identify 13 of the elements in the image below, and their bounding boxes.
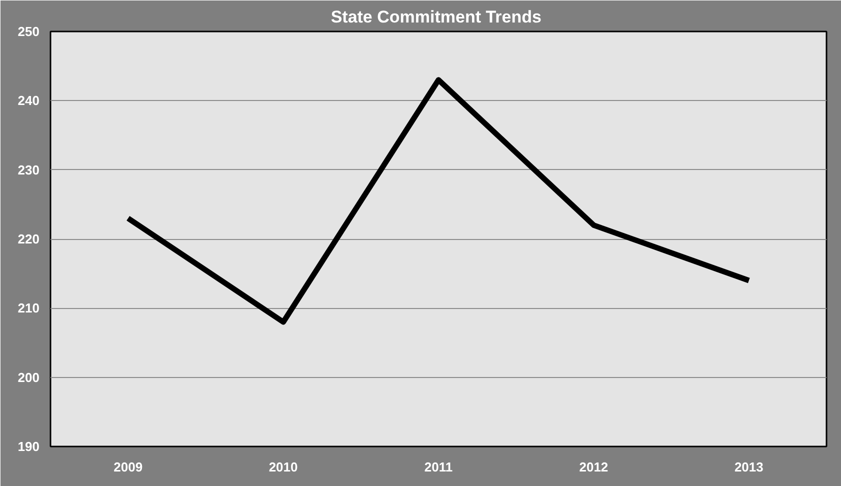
y-tick-label: 190 — [18, 439, 40, 454]
y-tick-label: 210 — [18, 300, 40, 316]
x-tick-label: 2013 — [734, 460, 764, 474]
chart-title: State Commitment Trends — [330, 8, 542, 26]
y-tick-label: 250 — [18, 24, 40, 39]
y-tick-label: 240 — [18, 93, 40, 108]
y-tick-label: 200 — [18, 370, 40, 385]
y-tick-label: 220 — [18, 232, 40, 246]
x-tick-label: 2011 — [424, 460, 453, 474]
x-tick-label: 2009 — [114, 460, 143, 474]
x-tick-label: 2012 — [579, 460, 608, 474]
x-tick-label: 2010 — [268, 460, 298, 474]
y-tick-label: 230 — [18, 162, 40, 178]
